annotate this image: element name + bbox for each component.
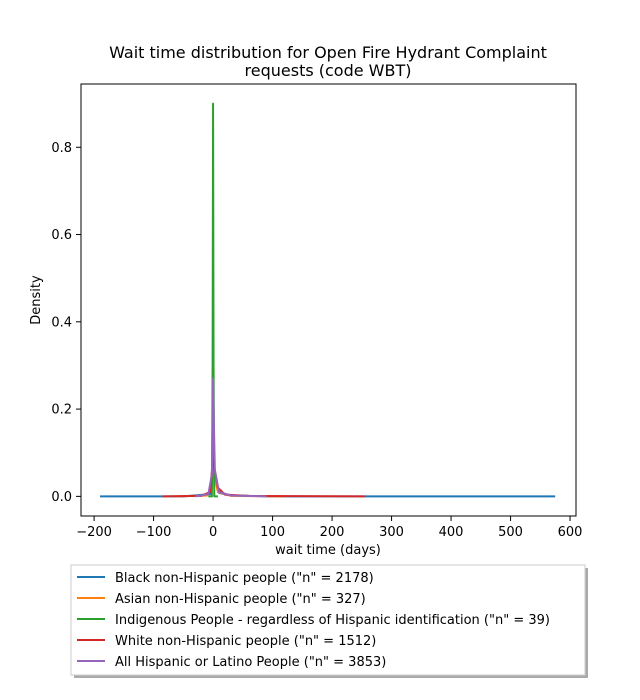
legend-label-3: White non-Hispanic people ("n" = 1512) <box>115 634 376 649</box>
legend: Black non-Hispanic people ("n" = 2178) As… <box>70 564 588 678</box>
chart-title-line2: requests (code WBT) <box>245 61 412 80</box>
legend-box <box>70 564 586 676</box>
x-tick-label: 0 <box>209 525 217 540</box>
series-line-0 <box>100 456 556 498</box>
legend-label-1: Asian non-Hispanic people ("n" = 327) <box>115 592 366 607</box>
legend-label-0: Black non-Hispanic people ("n" = 2178) <box>115 571 374 586</box>
x-tick-label: −200 <box>76 525 112 540</box>
x-tick-label: 300 <box>379 525 404 540</box>
y-tick-label: 0.6 <box>51 228 72 243</box>
x-axis-label: wait time (days) <box>275 543 381 558</box>
x-tick-label: 600 <box>558 525 583 540</box>
y-axis: 0.0 0.2 0.4 0.6 0.8 <box>51 141 81 505</box>
x-tick-label: 100 <box>260 525 285 540</box>
x-tick-label: 400 <box>439 525 464 540</box>
series-line-2 <box>208 102 218 498</box>
x-axis: −200 −100 0 100 200 300 400 500 600 <box>76 516 582 540</box>
y-tick-label: 0.2 <box>51 403 72 418</box>
y-tick-label: 0.4 <box>51 315 72 330</box>
series-layer <box>100 102 556 498</box>
series-line-3 <box>162 458 365 498</box>
y-tick-label: 0.0 <box>51 490 72 505</box>
x-tick-label: −100 <box>136 525 172 540</box>
legend-label-2: Indigenous People - regardless of Hispan… <box>115 613 550 628</box>
y-axis-label: Density <box>29 275 44 325</box>
x-tick-label: 500 <box>498 525 523 540</box>
legend-label-4: All Hispanic or Latino People ("n" = 385… <box>115 655 386 670</box>
legend-items: Black non-Hispanic people ("n" = 2178) As… <box>77 571 550 670</box>
series-line-1 <box>177 464 285 498</box>
axes-frame <box>80 83 577 517</box>
x-tick-label: 200 <box>320 525 345 540</box>
chart-title-line1: Wait time distribution for Open Fire Hyd… <box>109 43 547 62</box>
y-tick-label: 0.8 <box>51 141 72 156</box>
series-line-4 <box>195 377 267 498</box>
